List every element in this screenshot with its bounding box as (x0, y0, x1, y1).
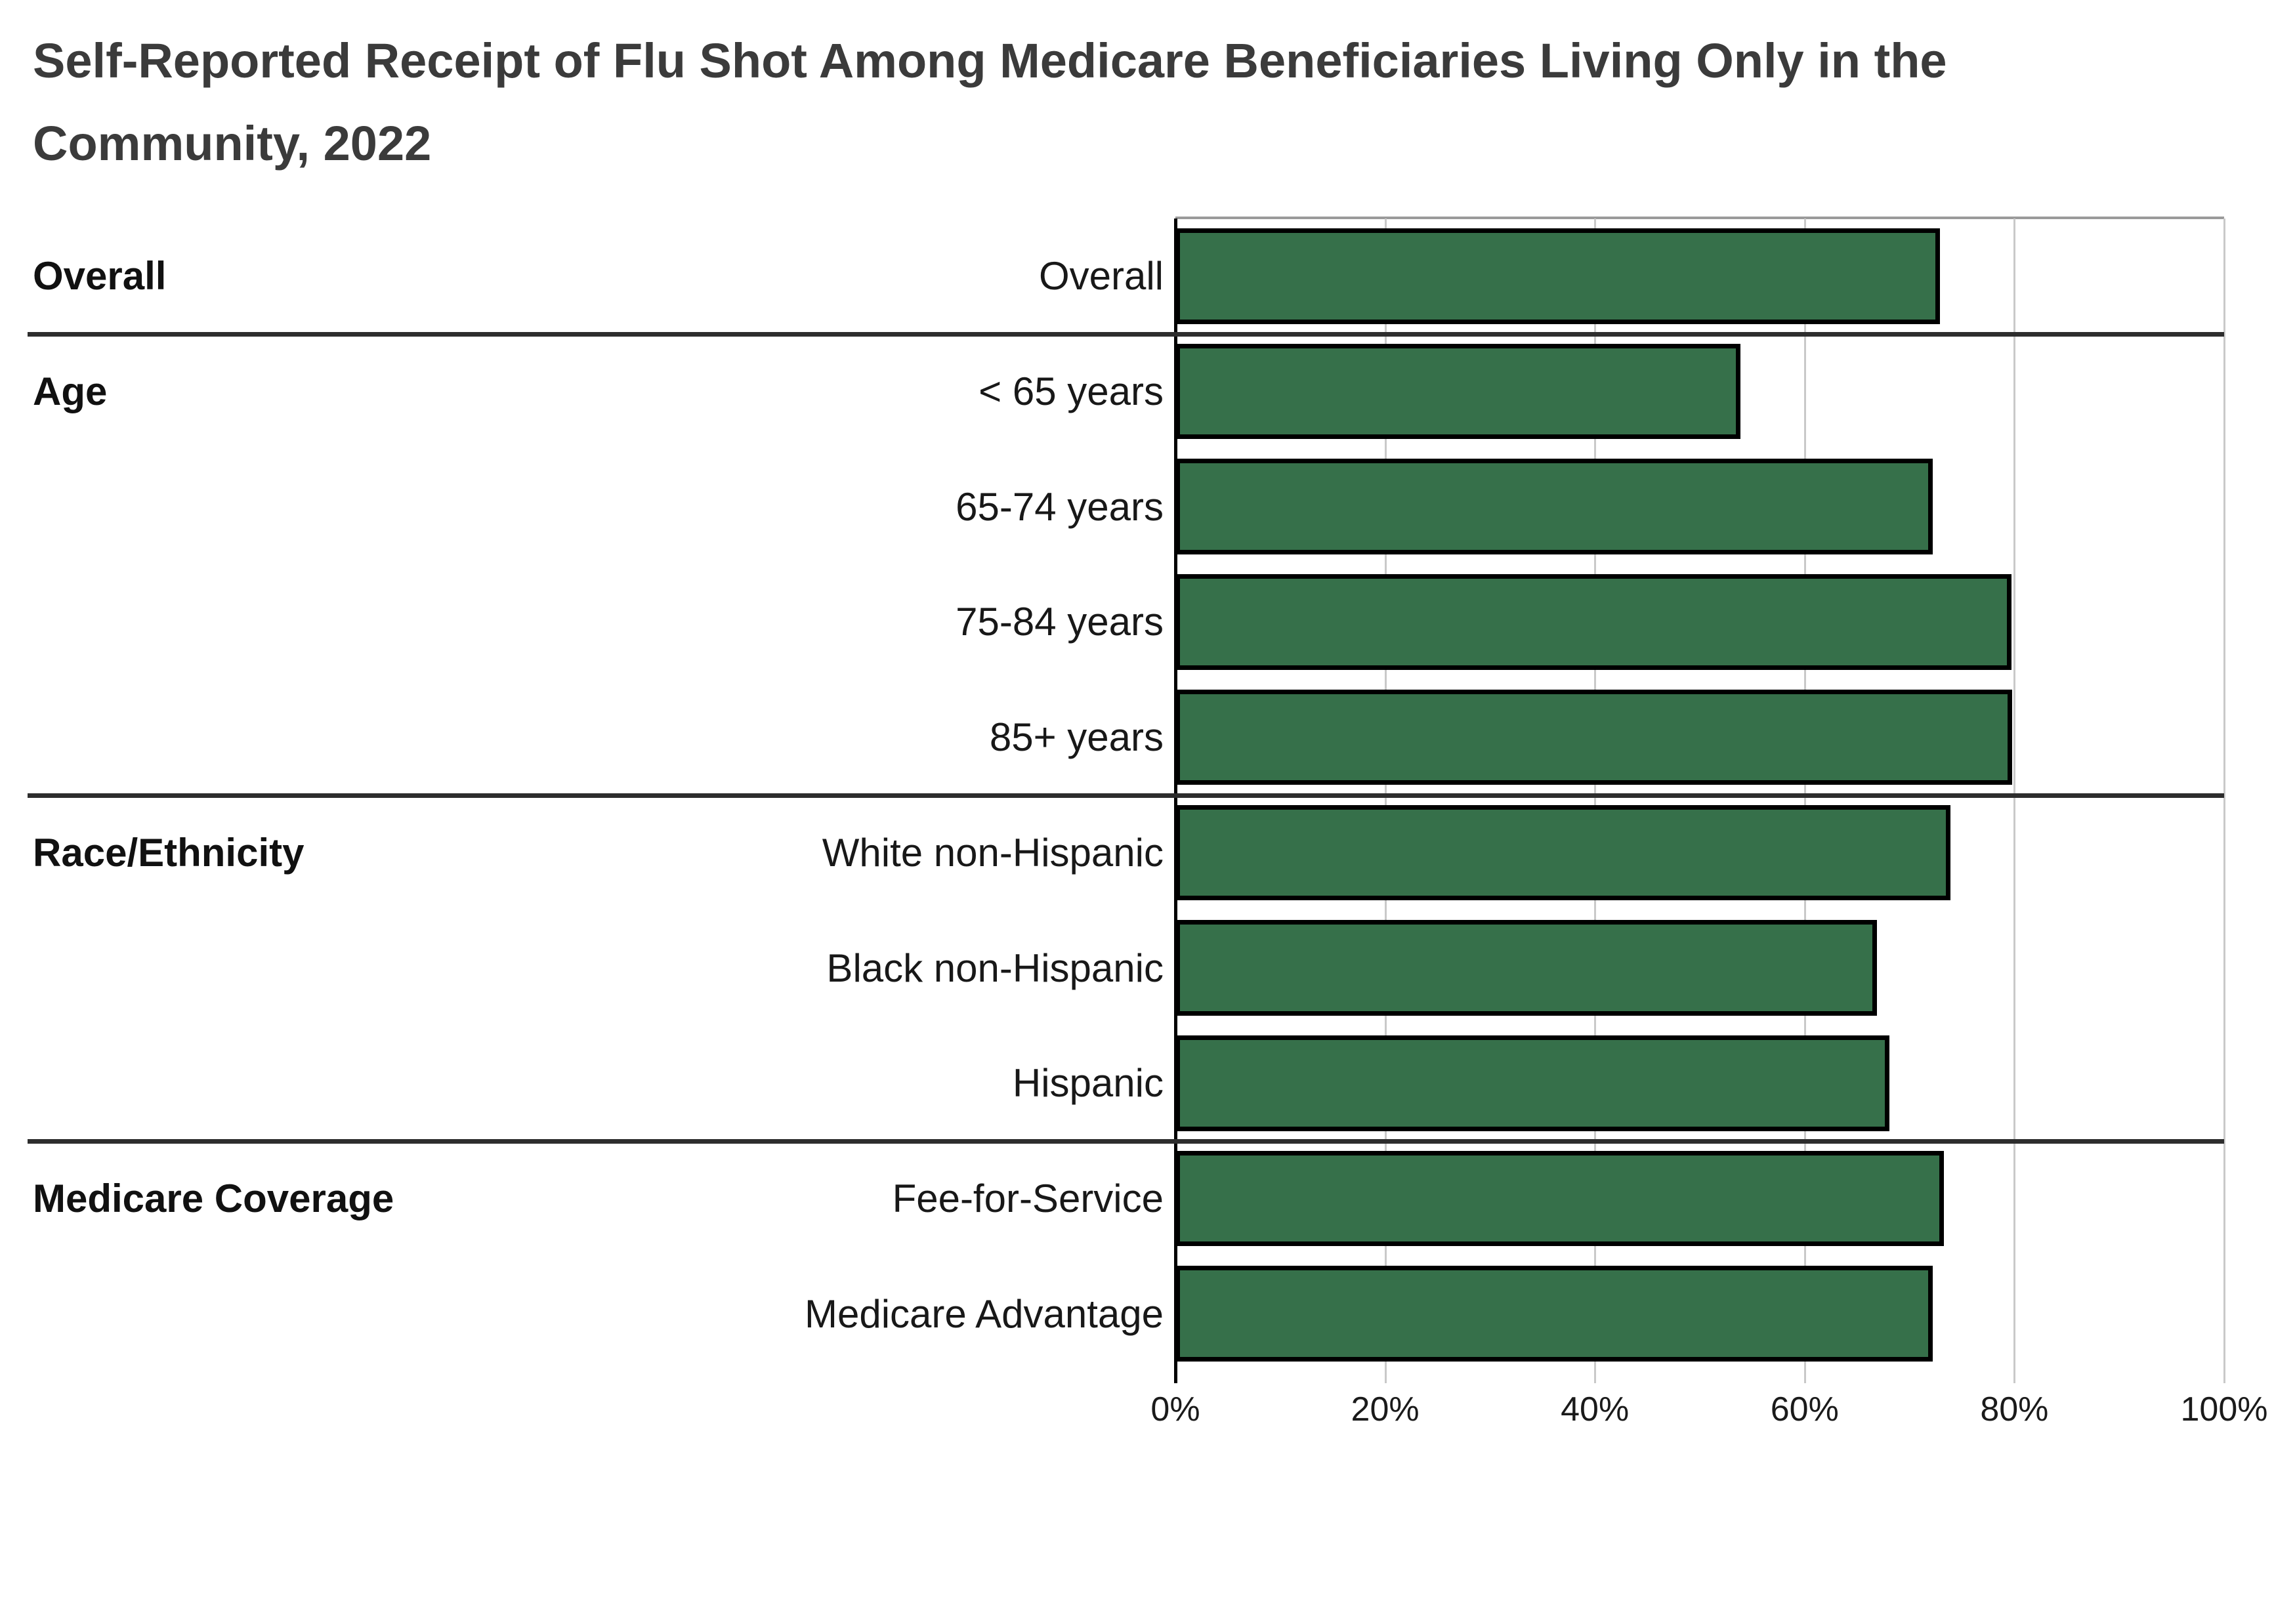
bar (1175, 1266, 1933, 1362)
x-tick-label: 0% (1150, 1390, 1200, 1428)
section-divider (28, 793, 2224, 798)
bar (1175, 1150, 1945, 1247)
x-tick-label: 40% (1561, 1390, 1630, 1428)
row-label: White non-Hispanic (822, 830, 1164, 875)
row-label: Overall (1038, 254, 1164, 299)
group-label: Race/Ethnicity (33, 830, 305, 875)
row-label: 85+ years (989, 715, 1164, 760)
x-tick-label: 100% (2180, 1390, 2268, 1428)
bar (1175, 459, 1933, 555)
row-label: Medicare Advantage (804, 1291, 1164, 1336)
row-label: 65-74 years (956, 484, 1164, 529)
section-divider (28, 1138, 2224, 1144)
bar (1175, 343, 1741, 440)
bar (1175, 804, 1950, 901)
section-divider (28, 331, 2224, 337)
row-label: < 65 years (979, 369, 1164, 414)
bar (1175, 920, 1878, 1016)
gridline-20 (1384, 219, 1387, 1383)
gridline-40 (1594, 219, 1597, 1383)
gridline-80 (2013, 219, 2016, 1383)
x-tick-label: 20% (1351, 1390, 1420, 1428)
x-tick-label: 80% (1980, 1390, 2049, 1428)
gridline-100 (2223, 219, 2225, 1383)
bar (1175, 574, 2011, 670)
bar (1175, 689, 2013, 785)
chart-title: Self-Reported Receipt of Flu Shot Among … (33, 33, 1947, 171)
bar (1175, 228, 1940, 324)
row-label: 75-84 years (956, 600, 1164, 644)
plot-top-border (1175, 217, 2224, 219)
y-axis-line (1174, 219, 1177, 1383)
x-tick-label: 60% (1770, 1390, 1839, 1428)
bar (1175, 1035, 1890, 1131)
group-label: Medicare Coverage (33, 1176, 394, 1220)
row-label: Hispanic (1012, 1061, 1164, 1106)
gridline-60 (1803, 219, 1806, 1383)
group-label: Age (33, 369, 108, 414)
row-label: Black non-Hispanic (826, 946, 1164, 990)
group-label: Overall (33, 254, 167, 299)
row-label: Fee-for-Service (892, 1176, 1164, 1220)
